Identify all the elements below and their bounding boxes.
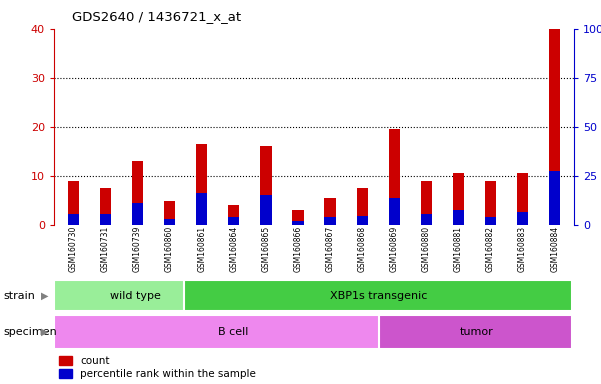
Text: GSM160881: GSM160881: [454, 226, 463, 272]
Text: GSM160739: GSM160739: [133, 226, 142, 272]
Bar: [100, 214, 111, 225]
Bar: [196, 193, 207, 225]
Bar: [549, 171, 560, 225]
Text: GSM160731: GSM160731: [101, 226, 110, 272]
Text: ▶: ▶: [41, 327, 48, 337]
Bar: [389, 129, 400, 225]
Text: wild type: wild type: [110, 291, 160, 301]
Bar: [100, 188, 111, 225]
Bar: [164, 219, 175, 225]
Bar: [421, 214, 432, 225]
Bar: [453, 210, 464, 225]
Bar: [453, 173, 464, 225]
Text: strain: strain: [3, 291, 35, 301]
Bar: [228, 205, 239, 225]
Bar: [421, 180, 432, 225]
Text: B cell: B cell: [218, 327, 248, 337]
Text: GSM160867: GSM160867: [326, 226, 335, 272]
Bar: [228, 217, 239, 225]
Bar: [389, 198, 400, 225]
Text: GSM160866: GSM160866: [293, 226, 302, 272]
Text: XBP1s transgenic: XBP1s transgenic: [331, 291, 428, 301]
Bar: [325, 198, 336, 225]
Text: GSM160868: GSM160868: [358, 226, 367, 272]
Text: GSM160882: GSM160882: [486, 226, 495, 272]
Text: GSM160869: GSM160869: [390, 226, 398, 272]
Bar: [485, 217, 496, 225]
Bar: [196, 144, 207, 225]
Text: ▶: ▶: [41, 291, 48, 301]
Text: specimen: specimen: [3, 327, 56, 337]
Bar: [68, 214, 79, 225]
Bar: [54, 280, 215, 311]
Bar: [132, 203, 143, 225]
Text: GSM160864: GSM160864: [230, 226, 238, 272]
Bar: [260, 146, 272, 225]
Text: GSM160730: GSM160730: [69, 226, 78, 272]
Legend: count, percentile rank within the sample: count, percentile rank within the sample: [59, 356, 256, 379]
Text: GSM160880: GSM160880: [422, 226, 431, 272]
Bar: [164, 201, 175, 225]
Bar: [549, 29, 560, 225]
Bar: [68, 180, 79, 225]
Text: GSM160884: GSM160884: [550, 226, 559, 272]
Text: GSM160860: GSM160860: [165, 226, 174, 272]
Bar: [260, 195, 272, 225]
Bar: [292, 221, 304, 225]
Bar: [132, 161, 143, 225]
Text: GSM160861: GSM160861: [197, 226, 206, 272]
Text: GSM160865: GSM160865: [261, 226, 270, 272]
Bar: [379, 315, 572, 349]
Bar: [184, 280, 572, 311]
Bar: [356, 188, 368, 225]
Bar: [325, 217, 336, 225]
Bar: [517, 212, 528, 225]
Text: GSM160883: GSM160883: [518, 226, 527, 272]
Bar: [292, 210, 304, 225]
Text: GDS2640 / 1436721_x_at: GDS2640 / 1436721_x_at: [72, 10, 241, 23]
Bar: [485, 180, 496, 225]
Bar: [356, 216, 368, 225]
Text: tumor: tumor: [460, 327, 493, 337]
Bar: [517, 173, 528, 225]
Bar: [54, 315, 410, 349]
